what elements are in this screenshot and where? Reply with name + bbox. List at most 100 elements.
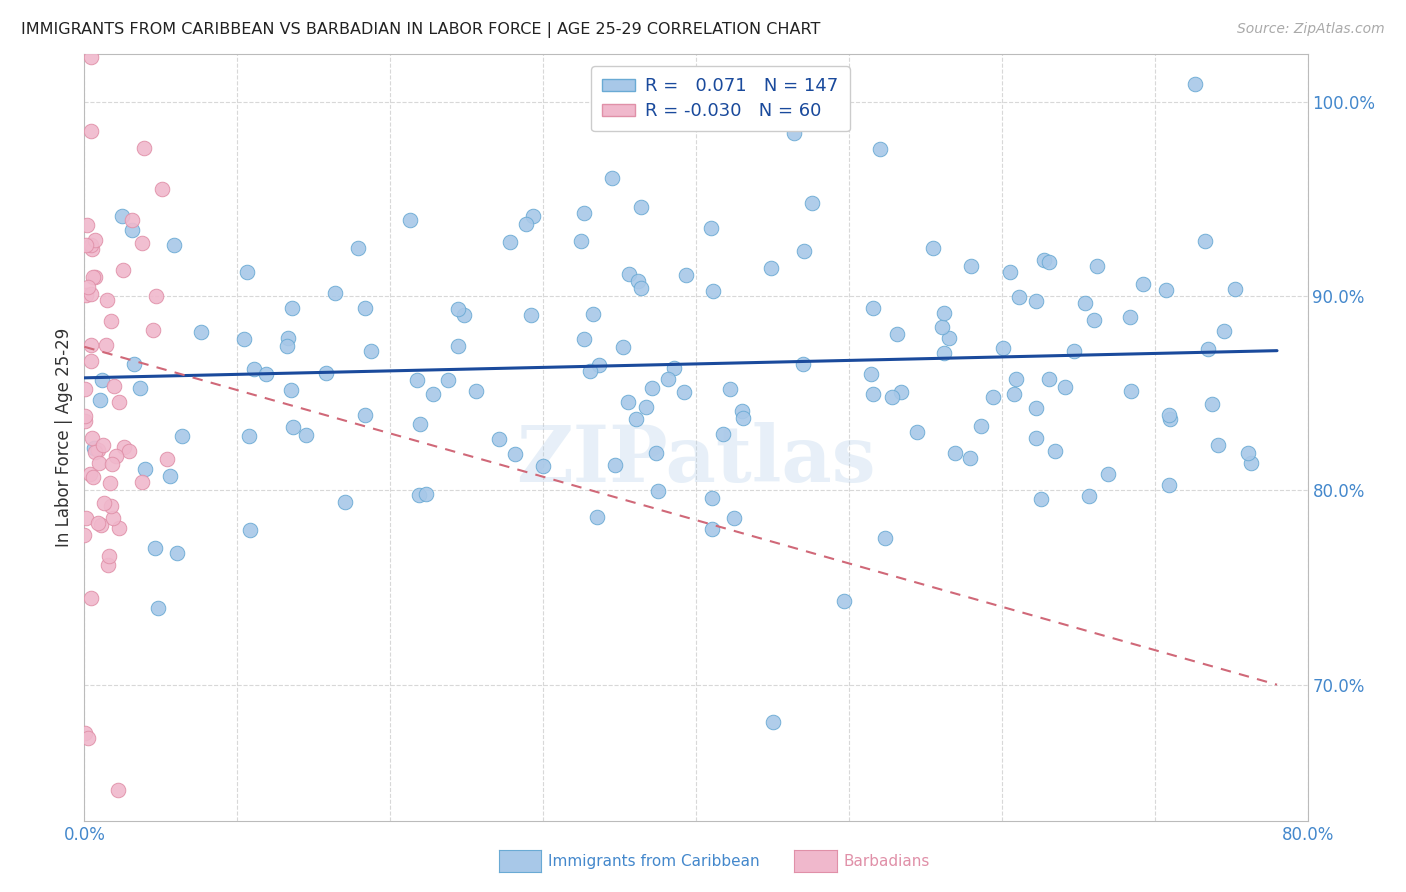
Point: [94, 338, 117, 352]
Point: [121, 213, 143, 227]
Point: [100, 313, 122, 327]
Point: [934, 345, 956, 359]
Point: [76, 219, 98, 233]
Point: [793, 244, 815, 259]
Point: [981, 390, 1004, 404]
Point: [731, 404, 754, 418]
Point: [280, 384, 302, 398]
Point: [723, 511, 745, 525]
Point: [641, 381, 664, 395]
Point: [118, 444, 141, 458]
Point: [238, 429, 260, 443]
Point: [1236, 445, 1258, 459]
Text: Source: ZipAtlas.com: Source: ZipAtlas.com: [1237, 22, 1385, 37]
Point: [503, 447, 526, 461]
Point: [700, 522, 723, 536]
Point: [281, 420, 304, 434]
Point: [101, 511, 124, 525]
Point: [108, 521, 131, 535]
Point: [733, 410, 755, 425]
Point: [75, 726, 97, 740]
Point: [132, 141, 155, 155]
Point: [103, 379, 125, 393]
Point: [84, 444, 107, 458]
Point: [83, 269, 105, 284]
Text: ZIPatlas: ZIPatlas: [516, 422, 876, 498]
Point: [80, 591, 103, 606]
Point: [406, 373, 429, 387]
Point: [360, 344, 382, 359]
Point: [624, 411, 647, 425]
Point: [146, 601, 169, 615]
Point: [408, 488, 430, 502]
Point: [970, 418, 993, 433]
Point: [1083, 313, 1105, 327]
Point: [82, 469, 104, 483]
Point: [1132, 277, 1154, 292]
Point: [612, 340, 634, 354]
Point: [1074, 296, 1097, 310]
Point: [83, 2, 105, 16]
Point: [931, 320, 953, 334]
Point: [938, 331, 960, 345]
Point: [346, 241, 368, 255]
Point: [82, 269, 104, 284]
Point: [422, 386, 444, 401]
Point: [1005, 372, 1028, 386]
Point: [89, 456, 111, 470]
Point: [107, 395, 129, 409]
Point: [142, 323, 165, 337]
Point: [630, 281, 652, 295]
Point: [759, 260, 782, 275]
Point: [89, 393, 111, 408]
Point: [1025, 293, 1047, 308]
Point: [1002, 386, 1025, 401]
Point: [281, 301, 304, 315]
Point: [783, 126, 806, 140]
Point: [1038, 254, 1060, 268]
Point: [107, 783, 129, 797]
Point: [600, 170, 623, 185]
Point: [1184, 77, 1206, 91]
Point: [145, 289, 167, 303]
Point: [675, 268, 697, 282]
Point: [1119, 384, 1142, 398]
Point: [636, 400, 658, 414]
Point: [409, 417, 432, 431]
Point: [97, 558, 120, 572]
Point: [662, 361, 685, 376]
Point: [315, 366, 337, 380]
Point: [1033, 253, 1056, 268]
Point: [579, 364, 602, 378]
Point: [156, 452, 179, 467]
Point: [96, 293, 118, 308]
Point: [73, 409, 96, 424]
Point: [87, 442, 110, 457]
Point: [1097, 467, 1119, 481]
Point: [112, 440, 135, 454]
Point: [657, 372, 679, 386]
Point: [131, 475, 153, 489]
Point: [82, 242, 104, 256]
Point: [630, 200, 652, 214]
Point: [801, 196, 824, 211]
Point: [616, 395, 638, 409]
Text: IMMIGRANTS FROM CARIBBEAN VS BARBADIAN IN LABOR FORCE | AGE 25-29 CORRELATION CH: IMMIGRANTS FROM CARIBBEAN VS BARBADIAN I…: [21, 22, 821, 38]
Point: [166, 546, 188, 560]
Point: [571, 234, 593, 248]
Point: [121, 223, 143, 237]
Point: [905, 425, 928, 440]
Point: [762, 714, 785, 729]
Point: [488, 433, 510, 447]
Point: [333, 495, 356, 509]
Point: [100, 499, 122, 513]
Point: [1118, 310, 1140, 324]
Point: [100, 475, 122, 490]
Point: [277, 331, 299, 345]
Point: [1029, 491, 1052, 506]
Point: [80, 124, 103, 138]
Point: [243, 361, 266, 376]
Point: [100, 458, 122, 472]
Point: [465, 384, 488, 398]
Legend: R =   0.071   N = 147, R = -0.030   N = 60: R = 0.071 N = 147, R = -0.030 N = 60: [592, 66, 849, 131]
